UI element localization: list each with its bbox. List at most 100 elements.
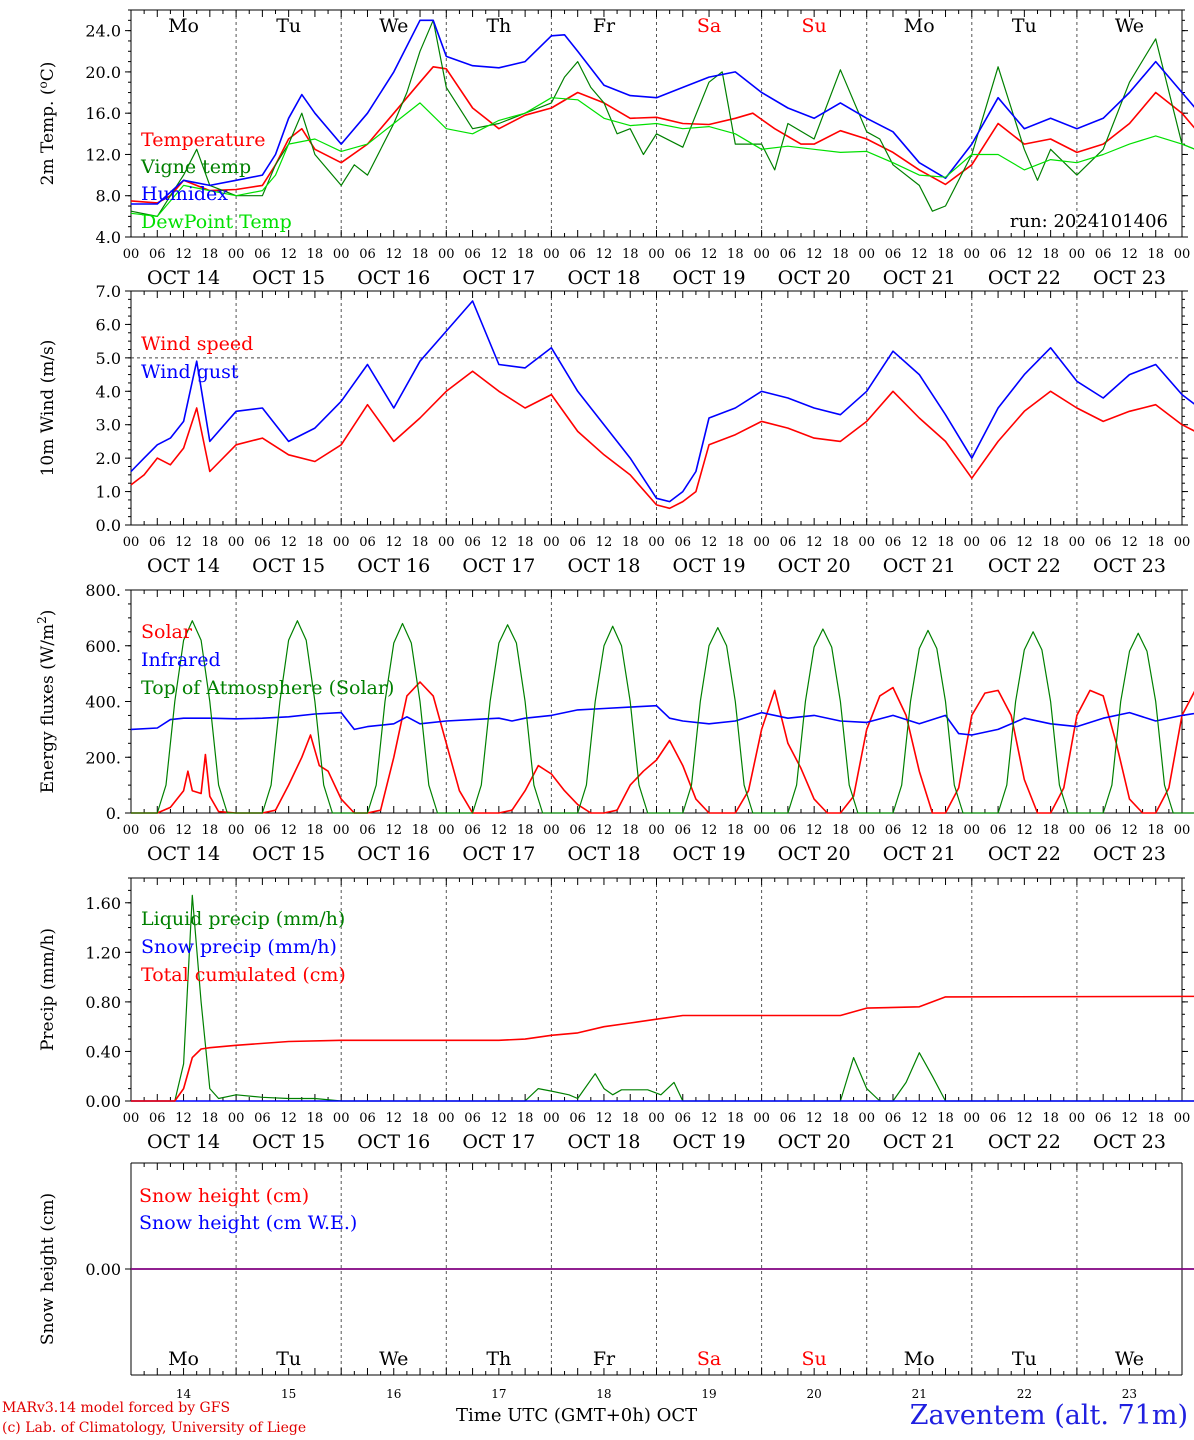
- hour-tick-label: 12: [1121, 823, 1138, 838]
- legend-entry: Snow height (cm): [139, 1185, 309, 1207]
- date-label: OCT 21: [883, 843, 956, 865]
- hour-tick-label: 18: [622, 535, 639, 550]
- hour-tick-label: 18: [1147, 1111, 1164, 1126]
- weekday-label: Fr: [593, 15, 616, 37]
- hour-tick-label: 06: [1095, 1111, 1112, 1126]
- hour-tick-label: 00: [228, 535, 245, 550]
- hour-tick-label: 06: [254, 247, 271, 262]
- legend-entry: Humidex: [141, 183, 228, 205]
- hour-tick-label: 06: [359, 535, 376, 550]
- hour-tick-label: 12: [175, 1111, 192, 1126]
- hour-tick-label: 00: [228, 247, 245, 262]
- series-line-top-of-atmosphere-solar-: [131, 620, 1194, 814]
- hour-tick-label: 00: [543, 1111, 560, 1126]
- hour-tick-label: 12: [596, 535, 613, 550]
- hour-tick-label: 18: [412, 535, 429, 550]
- hour-tick-label: 06: [780, 823, 797, 838]
- date-label: OCT 23: [1093, 555, 1166, 577]
- hour-tick-label: 18: [202, 823, 219, 838]
- legend-entry: Wind gust: [141, 361, 239, 383]
- date-label: OCT 21: [883, 267, 956, 289]
- hour-tick-label: 12: [175, 535, 192, 550]
- hour-tick-label: 12: [806, 535, 823, 550]
- hour-tick-label: 12: [911, 1111, 928, 1126]
- weekday-label: Tu: [276, 1348, 301, 1370]
- run-label: run: 2024101406: [1010, 211, 1168, 232]
- date-label: OCT 23: [1093, 267, 1166, 289]
- y-tick-label: 0.00: [85, 1260, 121, 1279]
- hour-tick-label: 18: [307, 247, 324, 262]
- y-tick-label: 800.: [85, 581, 121, 600]
- hour-tick-label: 06: [359, 1111, 376, 1126]
- y-tick-label: 1.0: [96, 483, 121, 502]
- date-label: OCT 21: [883, 1131, 956, 1153]
- hour-tick-label: 00: [858, 823, 875, 838]
- weekday-label: We: [379, 15, 408, 37]
- hour-tick-label: 00: [858, 247, 875, 262]
- date-label: OCT 18: [567, 267, 640, 289]
- hour-tick-label: 00: [1069, 1111, 1086, 1126]
- date-label: OCT 17: [462, 555, 535, 577]
- hour-tick-label: 12: [1121, 1111, 1138, 1126]
- date-label: OCT 14: [147, 555, 220, 577]
- hour-tick-label: 00: [1069, 823, 1086, 838]
- weekday-label: Tu: [276, 15, 301, 37]
- y-tick-label: 0.00: [85, 1092, 121, 1111]
- legend-entry: Snow precip (mm/h): [141, 936, 337, 958]
- hour-tick-label: 12: [911, 247, 928, 262]
- hour-tick-label: 12: [491, 535, 508, 550]
- day-number-label: 21: [912, 1387, 927, 1401]
- series-line-wind-speed: [130, 370, 1194, 510]
- hour-tick-label: 18: [832, 1111, 849, 1126]
- hour-tick-label: 00: [648, 823, 665, 838]
- hour-tick-label: 06: [675, 1111, 692, 1126]
- weekday-label: Th: [486, 1348, 511, 1370]
- legend-entry: Infrared: [141, 649, 221, 671]
- hour-tick-label: 06: [780, 1111, 797, 1126]
- hour-tick-label: 06: [569, 823, 586, 838]
- hour-tick-label: 12: [596, 1111, 613, 1126]
- hour-tick-label: 18: [307, 1111, 324, 1126]
- date-label: OCT 19: [673, 1131, 746, 1153]
- hour-tick-label: 12: [806, 1111, 823, 1126]
- date-label: OCT 15: [252, 843, 325, 865]
- date-label: OCT 23: [1093, 843, 1166, 865]
- legend-entry: Wind speed: [141, 333, 253, 355]
- hour-tick-label: 18: [727, 1111, 744, 1126]
- y-tick-label: 3.0: [96, 416, 121, 435]
- hour-tick-label: 00: [438, 247, 455, 262]
- hour-tick-label: 18: [1147, 247, 1164, 262]
- hour-tick-label: 18: [832, 247, 849, 262]
- date-label: OCT 16: [357, 267, 430, 289]
- legend-entry: Temperature: [141, 129, 265, 151]
- date-label: OCT 18: [567, 555, 640, 577]
- date-label: OCT 14: [147, 267, 220, 289]
- hour-tick-label: 06: [569, 247, 586, 262]
- hour-tick-label: 18: [517, 823, 534, 838]
- y-tick-label: 4.0: [96, 228, 121, 247]
- series-line-infrared: [130, 704, 1194, 736]
- y-tick-label: 7.0: [96, 282, 121, 301]
- hour-tick-label: 12: [280, 247, 297, 262]
- y-tick-label: 400.: [85, 693, 121, 712]
- hour-tick-label: 00: [438, 823, 455, 838]
- weekday-label: Mo: [168, 1348, 199, 1370]
- hour-tick-label: 06: [254, 1111, 271, 1126]
- hour-tick-label: 18: [517, 247, 534, 262]
- hour-tick-label: 00: [648, 1111, 665, 1126]
- date-label: OCT 17: [462, 267, 535, 289]
- hour-tick-label: 18: [937, 1111, 954, 1126]
- series-line-wind-gust: [130, 300, 1194, 503]
- hour-tick-label: 18: [202, 535, 219, 550]
- hour-tick-label: 00: [964, 823, 981, 838]
- day-number-label: 15: [281, 1387, 296, 1401]
- hour-tick-label: 00: [123, 823, 140, 838]
- hour-tick-label: 18: [832, 535, 849, 550]
- hour-tick-label: 00: [964, 247, 981, 262]
- hour-tick-label: 18: [412, 823, 429, 838]
- hour-tick-label: 06: [1095, 823, 1112, 838]
- weekday-label: We: [1115, 1348, 1144, 1370]
- date-label: OCT 18: [567, 843, 640, 865]
- y-tick-label: 0.: [106, 804, 121, 823]
- hour-tick-label: 00: [543, 535, 560, 550]
